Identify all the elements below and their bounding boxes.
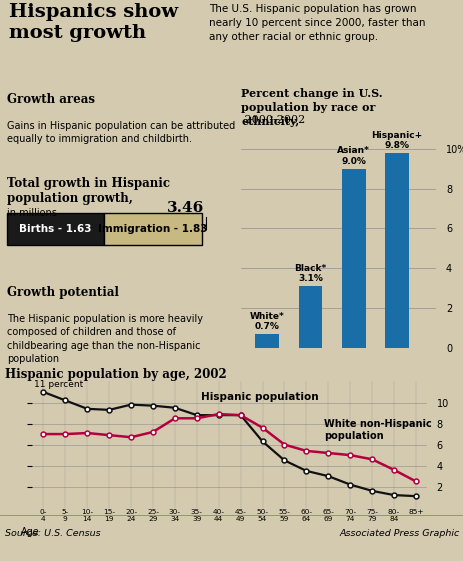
Bar [341,169,365,348]
Text: Asian*
9.0%: Asian* 9.0% [337,146,369,166]
Text: Hispanic+
9.8%: Hispanic+ 9.8% [371,131,422,150]
Bar [255,334,279,348]
Text: Associated Press Graphic: Associated Press Graphic [338,528,458,538]
Text: * non-Hispanic   + Hispanic of any race: * non-Hispanic + Hispanic of any race [243,444,399,453]
FancyBboxPatch shape [104,213,201,246]
Text: Immigration - 1.83: Immigration - 1.83 [98,224,207,234]
Text: Total growth in Hispanic
population growth,: Total growth in Hispanic population grow… [7,177,169,205]
Text: Population in millions: Population in millions [243,387,336,396]
Text: White*
0.7%: White* 0.7% [250,311,284,331]
Text: The U.S. Hispanic population has grown
nearly 10 percent since 2000, faster than: The U.S. Hispanic population has grown n… [208,4,425,42]
Bar [298,286,322,348]
Bar [384,153,408,348]
Text: 11 percent: 11 percent [33,380,83,389]
Text: Black*
3.1%: Black* 3.1% [294,264,326,283]
Text: 2000-2002: 2000-2002 [241,115,305,125]
Text: 3.46: 3.46 [167,201,204,214]
Text: Percent change in U.S.
population by race or
ethnicity,: Percent change in U.S. population by rac… [241,88,382,127]
Text: in millions: in millions [7,208,56,218]
FancyBboxPatch shape [7,213,104,246]
Text: Hispanic population: Hispanic population [201,392,318,402]
Text: Hispanic population by age, 2002: Hispanic population by age, 2002 [5,368,226,381]
Text: Hispanics show
most growth: Hispanics show most growth [9,3,178,42]
Text: Source: U.S. Census: Source: U.S. Census [5,528,100,538]
Text: Gains in Hispanic population can be attributed
equally to immigration and childb: Gains in Hispanic population can be attr… [7,121,235,144]
Text: Age: Age [20,527,39,537]
Text: Births - 1.63: Births - 1.63 [19,224,92,234]
Text: White non-Hispanic
population: White non-Hispanic population [323,419,431,442]
Text: The Hispanic population is more heavily
composed of children and those of
childb: The Hispanic population is more heavily … [7,314,202,364]
Text: 200   36.6   12.7   38.8: 200 36.6 12.7 38.8 [243,413,354,422]
Text: Growth potential: Growth potential [7,286,119,299]
Text: Growth areas: Growth areas [7,93,95,105]
